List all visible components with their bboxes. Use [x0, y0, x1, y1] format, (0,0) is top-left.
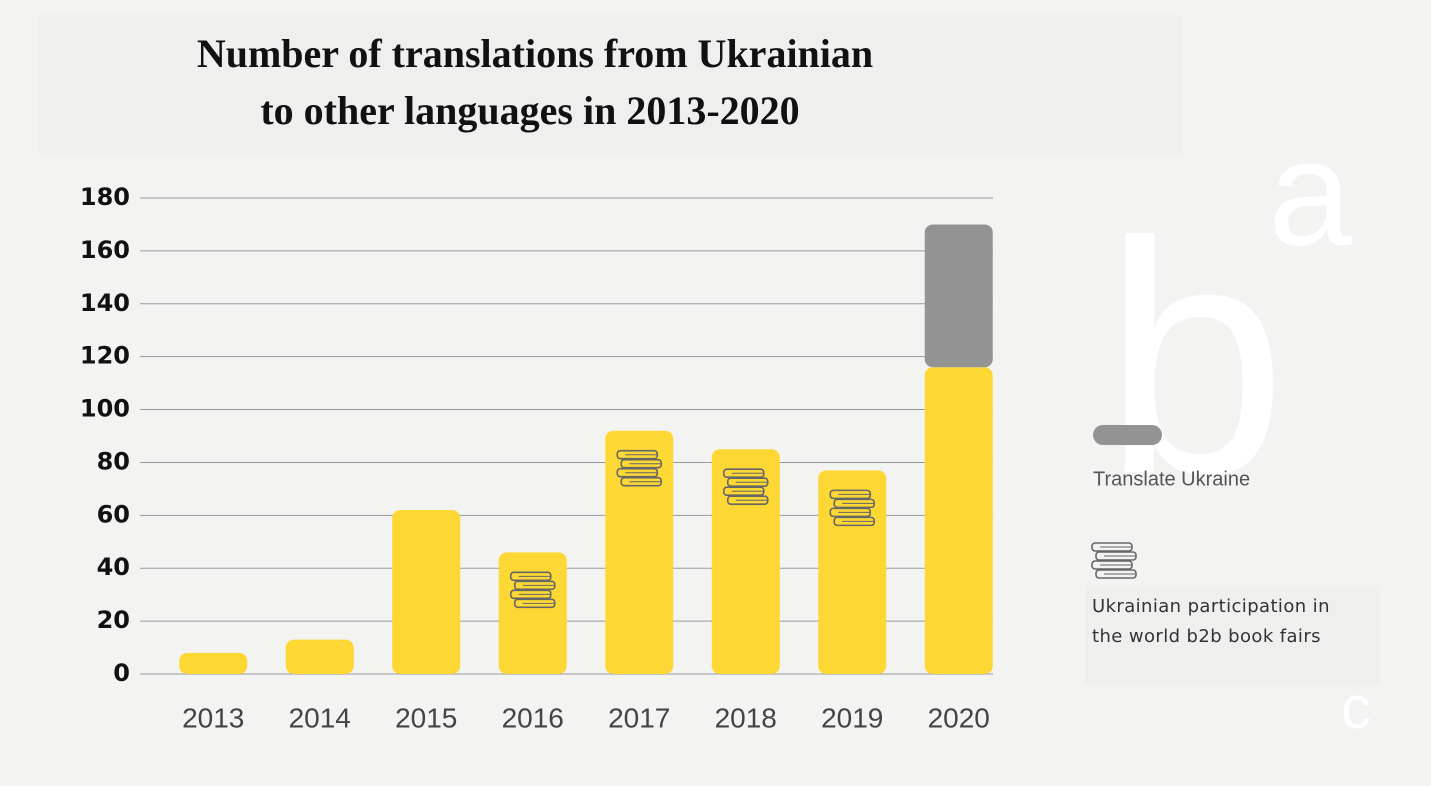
- y-tick-label: 80: [97, 447, 130, 475]
- y-tick-label: 40: [97, 553, 130, 581]
- bar: [924, 367, 993, 674]
- bar: [179, 652, 248, 674]
- book-fair-icon: [509, 571, 556, 609]
- background-letter: c: [1341, 674, 1371, 741]
- book-fair-icon: [722, 468, 769, 506]
- y-tick-label: 160: [80, 236, 130, 264]
- x-tick-label: 2018: [715, 702, 777, 733]
- bar: [605, 430, 674, 674]
- legend-label: Translate Ukraine: [1093, 468, 1250, 490]
- x-tick-label: 2017: [608, 702, 670, 733]
- y-tick-label: 100: [80, 395, 130, 423]
- y-tick-label: 0: [113, 659, 130, 687]
- x-tick-label: 2019: [821, 702, 883, 733]
- x-tick-label: 2015: [395, 702, 457, 733]
- bar: [285, 639, 354, 674]
- bar: [924, 224, 993, 368]
- y-tick-label: 180: [80, 183, 130, 211]
- bar: [498, 552, 567, 674]
- bar: [818, 470, 887, 674]
- chart-title: to other languages in 2013-2020: [260, 88, 799, 133]
- book-fair-icon: [616, 449, 663, 487]
- legend-label: Ukrainian participation in the world b2b…: [1092, 596, 1330, 647]
- x-tick-label: 2013: [182, 702, 244, 733]
- bar: [392, 510, 461, 674]
- background-letter: b: [1103, 173, 1287, 542]
- x-tick-label: 2020: [928, 702, 990, 733]
- y-tick-label: 20: [97, 606, 130, 634]
- y-tick-label: 140: [80, 289, 130, 317]
- bar: [711, 449, 780, 674]
- legend-panel: [1085, 585, 1380, 685]
- title-panel: [38, 15, 1183, 155]
- legend-icon: [1091, 542, 1137, 579]
- background-letter: a: [1268, 109, 1352, 277]
- legend-swatch: [1093, 425, 1162, 445]
- chart-title: Number of translations from Ukrainian: [197, 31, 873, 76]
- book-fair-icon: [829, 489, 876, 527]
- y-tick-label: 120: [80, 342, 130, 370]
- x-tick-label: 2014: [289, 702, 351, 733]
- x-tick-label: 2016: [502, 702, 564, 733]
- y-tick-label: 60: [97, 500, 130, 528]
